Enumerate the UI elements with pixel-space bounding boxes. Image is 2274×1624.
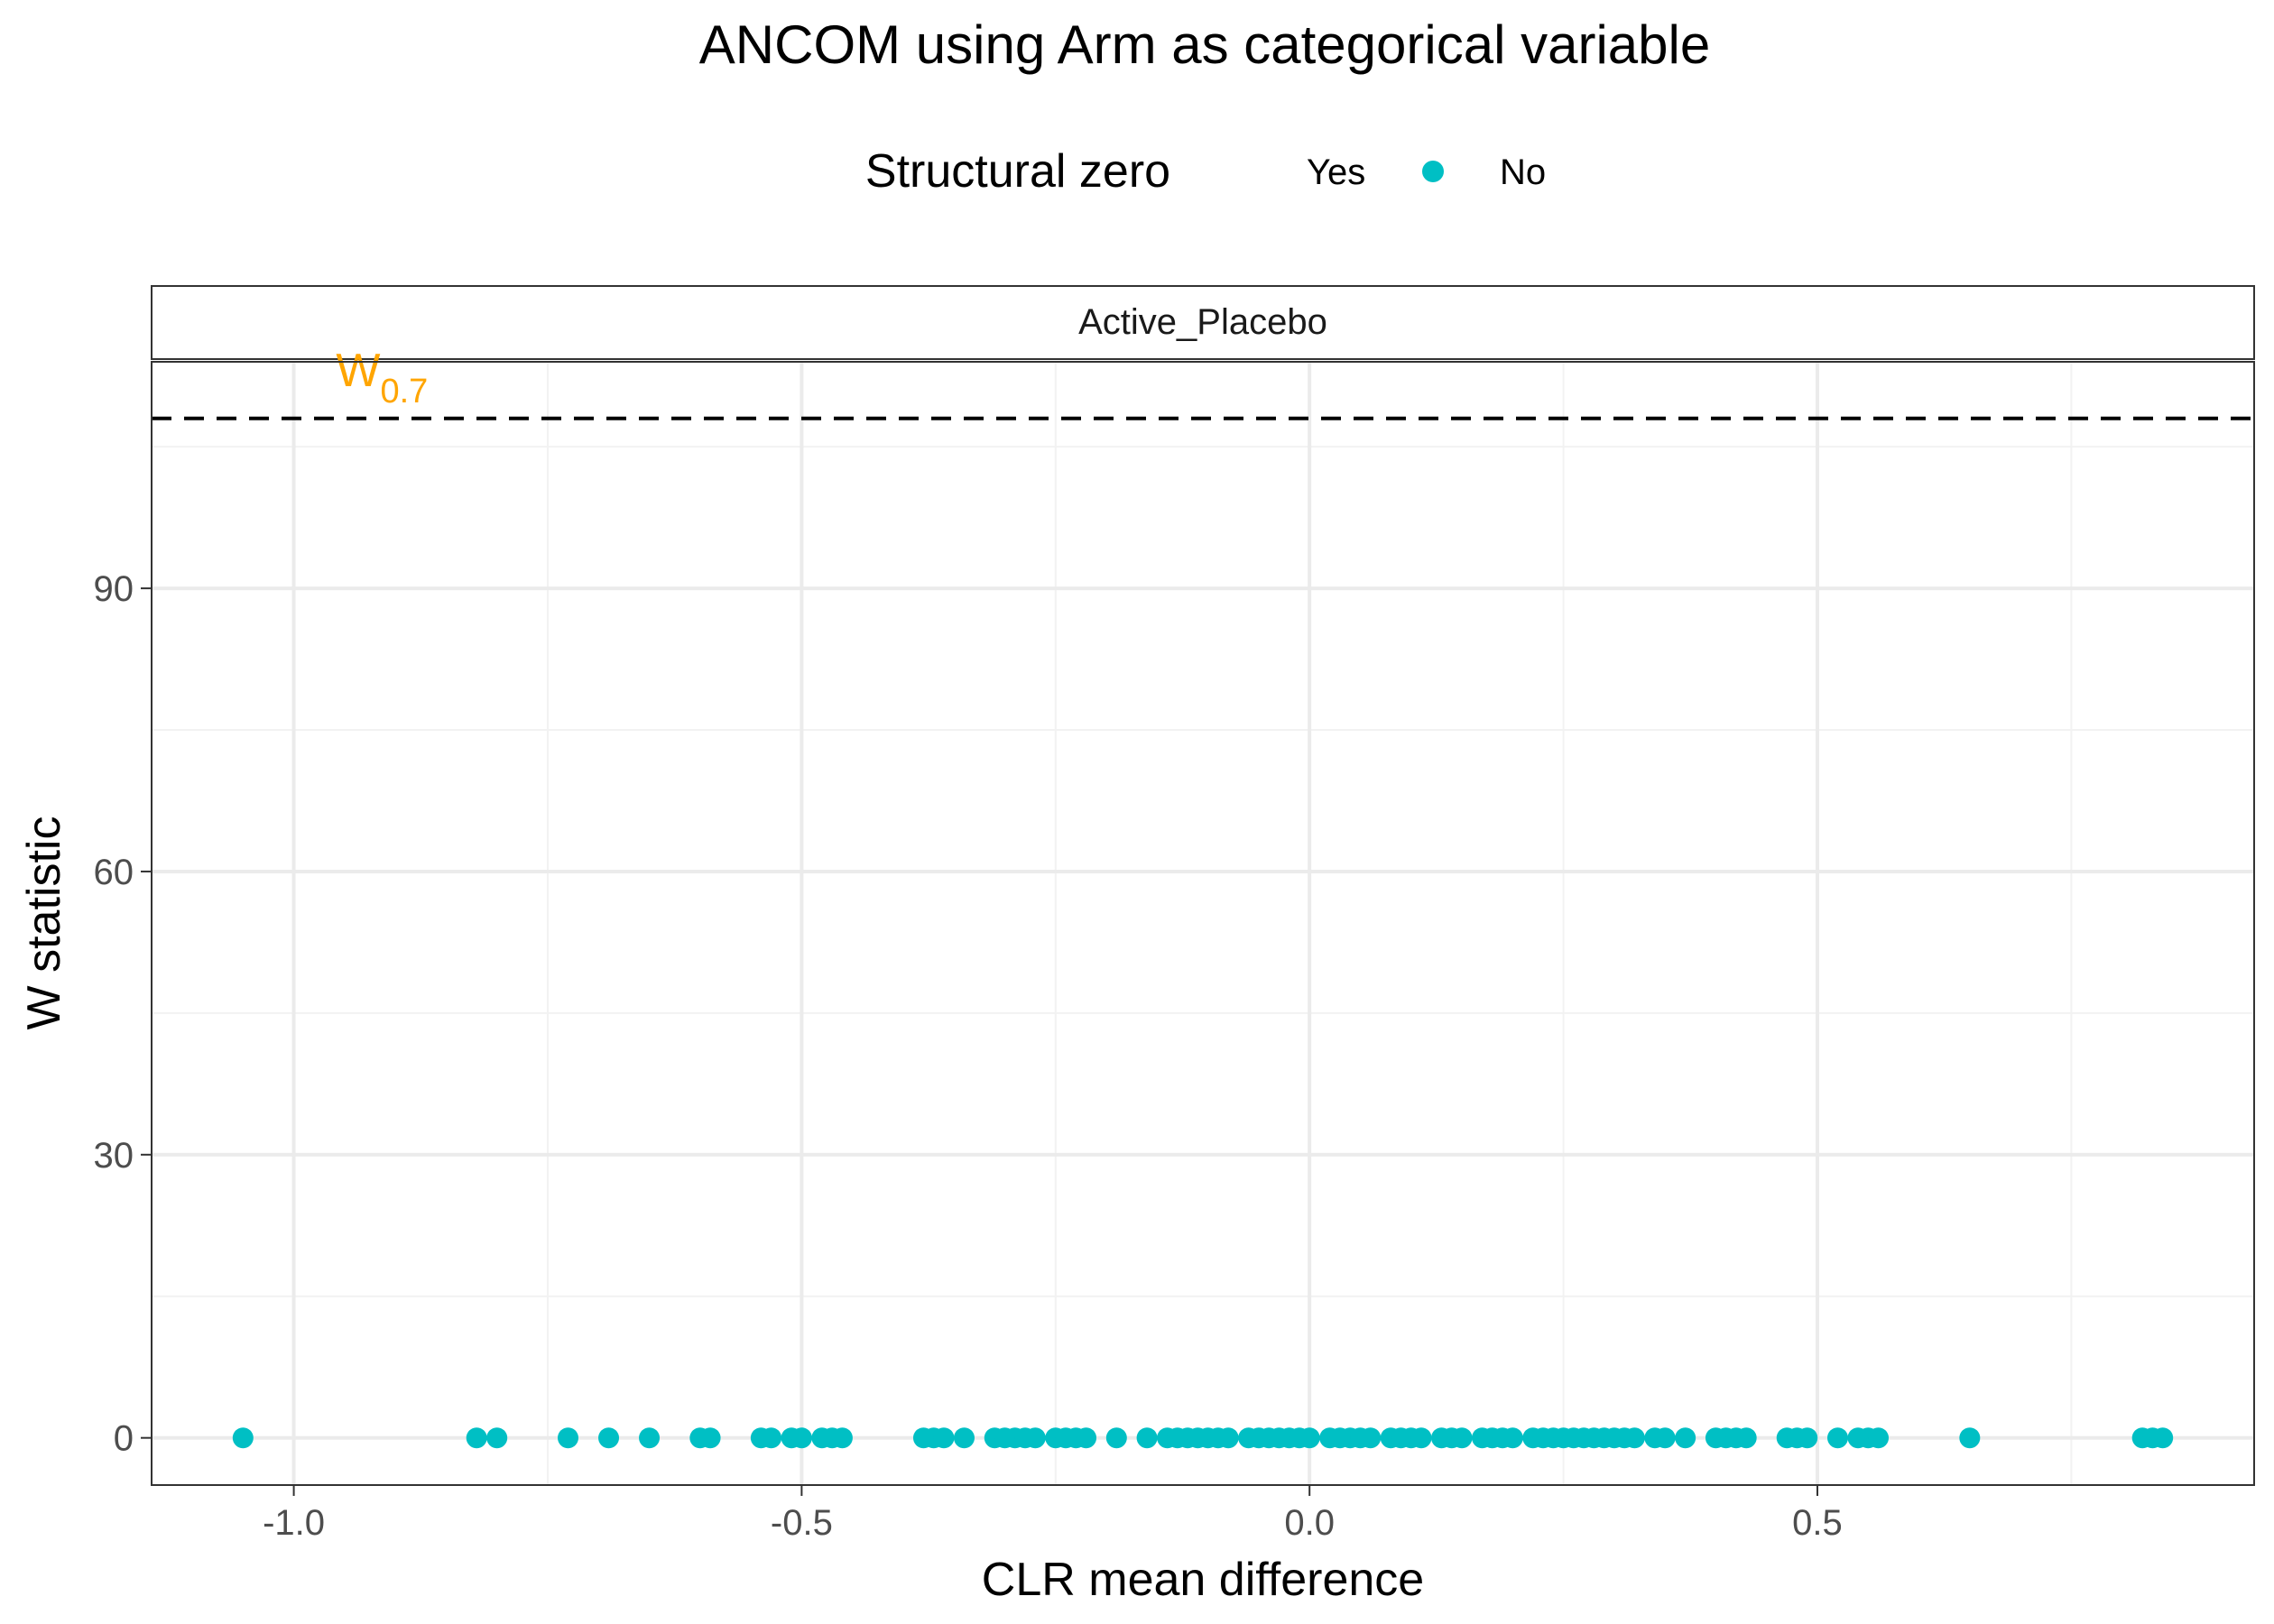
data-point — [557, 1427, 578, 1449]
chart-title: ANCOM using Arm as categorical variable — [699, 14, 1710, 75]
data-point — [486, 1427, 508, 1449]
data-point — [1105, 1427, 1127, 1449]
x-axis: -1.0 -0.5 0.0 0.5 — [263, 1485, 1843, 1543]
data-point — [1217, 1427, 1239, 1449]
x-tick-label: 0.5 — [1792, 1503, 1843, 1543]
x-tick-label: -1.0 — [263, 1503, 325, 1543]
legend-label-yes: Yes — [1307, 152, 1365, 192]
y-axis-label: W statistic — [18, 817, 70, 1030]
data-point — [1827, 1427, 1849, 1449]
data-point — [2152, 1427, 2174, 1449]
y-axis: 0 30 60 90 — [94, 569, 152, 1459]
legend-key-no — [1422, 161, 1444, 182]
panel-border — [151, 361, 2255, 1486]
x-tick-label: 0.0 — [1284, 1503, 1335, 1543]
data-point — [1024, 1427, 1046, 1449]
data-point — [831, 1427, 853, 1449]
x-axis-label: CLR mean difference — [982, 1554, 1424, 1606]
data-point — [1451, 1427, 1473, 1449]
y-tick-label: 60 — [94, 853, 134, 892]
x-tick-label: -0.5 — [771, 1503, 833, 1543]
data-point — [232, 1427, 254, 1449]
data-points — [232, 1427, 2174, 1449]
threshold-label-main: W — [336, 345, 380, 397]
legend-title: Structural zero — [865, 145, 1170, 198]
data-point — [699, 1427, 721, 1449]
data-point — [933, 1427, 955, 1449]
data-point — [1959, 1427, 1981, 1449]
data-point — [1410, 1427, 1432, 1449]
y-tick-label: 90 — [94, 569, 134, 609]
data-point — [1623, 1427, 1645, 1449]
data-point — [761, 1427, 782, 1449]
data-point — [790, 1427, 812, 1449]
y-tick-label: 0 — [114, 1419, 134, 1459]
data-point — [1797, 1427, 1818, 1449]
data-point — [1299, 1427, 1320, 1449]
data-point — [639, 1427, 661, 1449]
data-point — [1360, 1427, 1382, 1449]
data-point — [1735, 1427, 1757, 1449]
minor-gridlines — [152, 362, 2254, 1485]
legend-label-no: No — [1500, 152, 1546, 192]
legend: Structural zero Yes No — [865, 145, 1546, 198]
threshold-label: W0.7 — [336, 345, 428, 411]
facet-strip — [151, 285, 2255, 360]
data-point — [1654, 1427, 1676, 1449]
data-point — [1868, 1427, 1890, 1449]
data-point — [598, 1427, 620, 1449]
data-point — [1502, 1427, 1523, 1449]
data-point — [953, 1427, 975, 1449]
data-point — [1076, 1427, 1097, 1449]
data-point — [466, 1427, 487, 1449]
facet-label: Active_Placebo — [1078, 302, 1327, 342]
threshold-label-subscript: 0.7 — [380, 373, 428, 411]
y-tick-label: 30 — [94, 1136, 134, 1176]
data-point — [1675, 1427, 1696, 1449]
data-point — [1136, 1427, 1158, 1449]
